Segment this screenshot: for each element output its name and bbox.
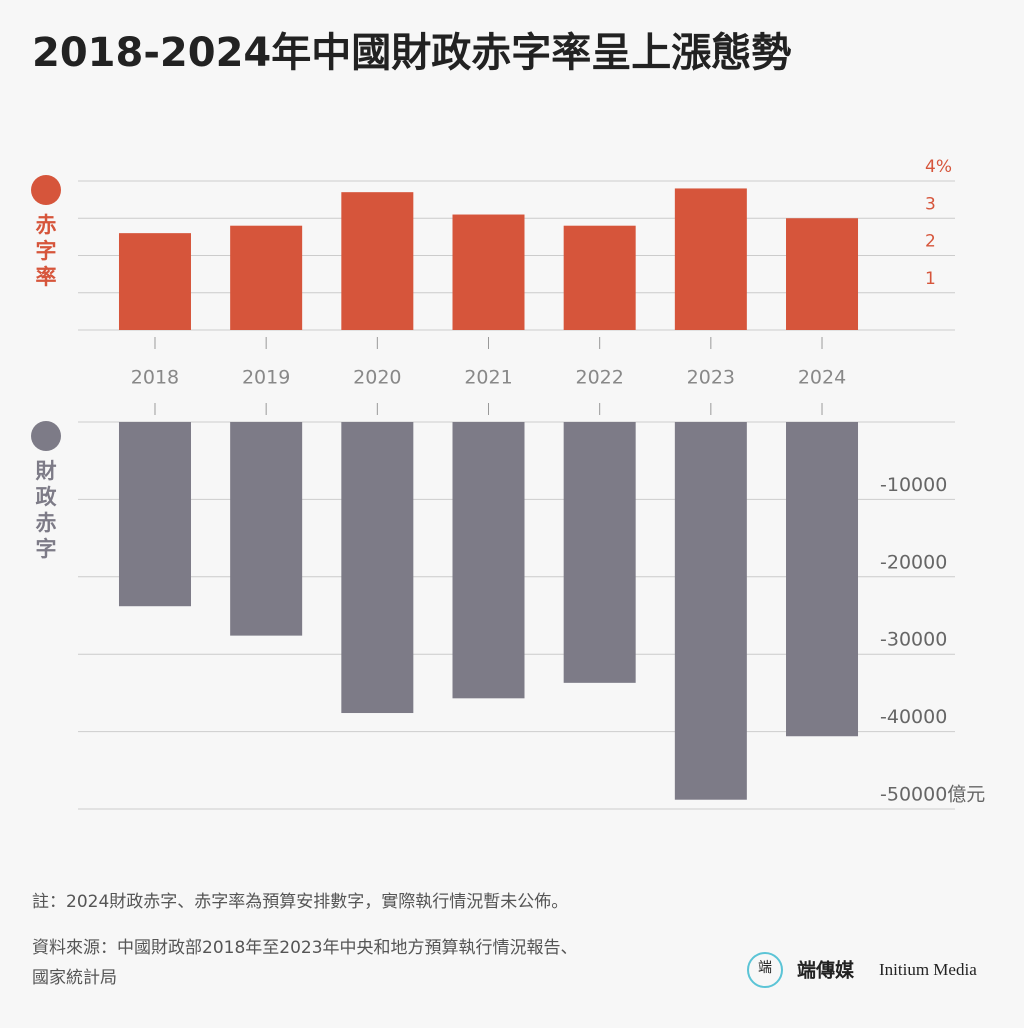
logo-chinese: 端傳媒 — [797, 959, 855, 982]
bar — [118, 233, 191, 330]
legend-dot — [31, 175, 61, 205]
bar — [341, 192, 414, 330]
x-tick-label: 2023 — [687, 367, 735, 389]
logo-icon-glyph: 端 — [758, 960, 772, 976]
title: 2018-2024年中國財政赤字率呈上漲態勢 — [32, 30, 791, 76]
x-tick-label: 2019 — [242, 367, 290, 389]
legend-label: 赤字率 — [36, 213, 57, 289]
bar — [341, 422, 414, 714]
y-tick-label: -40000 — [880, 706, 947, 728]
y-tick-label: 2 — [925, 232, 936, 252]
bar — [674, 422, 747, 800]
logo-english: Initium Media — [879, 960, 977, 979]
x-tick-label: 2018 — [131, 367, 179, 389]
y-tick-label: -10000 — [880, 474, 947, 496]
legend-label: 財政赤字 — [36, 459, 58, 561]
x-tick-label: 2021 — [464, 367, 512, 389]
y-tick-label: 4% — [925, 157, 952, 177]
bar — [230, 422, 303, 636]
bar — [563, 422, 636, 683]
bar — [118, 422, 191, 607]
note: 註：2024財政赤字、赤字率為預算安排數字，實際執行情況暫未公佈。 — [32, 892, 568, 912]
y-tick-label: -30000 — [880, 629, 947, 651]
x-tick-label: 2024 — [798, 367, 846, 389]
bar — [452, 214, 525, 330]
bar — [786, 218, 859, 330]
bar — [452, 422, 525, 699]
y-tick-label: -50000億元 — [880, 784, 985, 806]
legend-dot — [31, 421, 61, 451]
y-tick-label: 3 — [925, 194, 936, 214]
y-tick-label: -20000 — [880, 551, 947, 573]
bar — [674, 188, 747, 330]
bar — [563, 225, 636, 330]
bar — [230, 225, 303, 330]
x-tick-label: 2022 — [575, 367, 623, 389]
x-tick-label: 2020 — [353, 367, 401, 389]
y-tick-label: 1 — [925, 269, 936, 289]
logo-icon — [747, 952, 783, 988]
source: 國家統計局 — [32, 968, 117, 988]
source: 資料來源：中國財政部2018年至2023年中央和地方預算執行情況報告、 — [32, 938, 578, 958]
bar — [786, 422, 859, 737]
